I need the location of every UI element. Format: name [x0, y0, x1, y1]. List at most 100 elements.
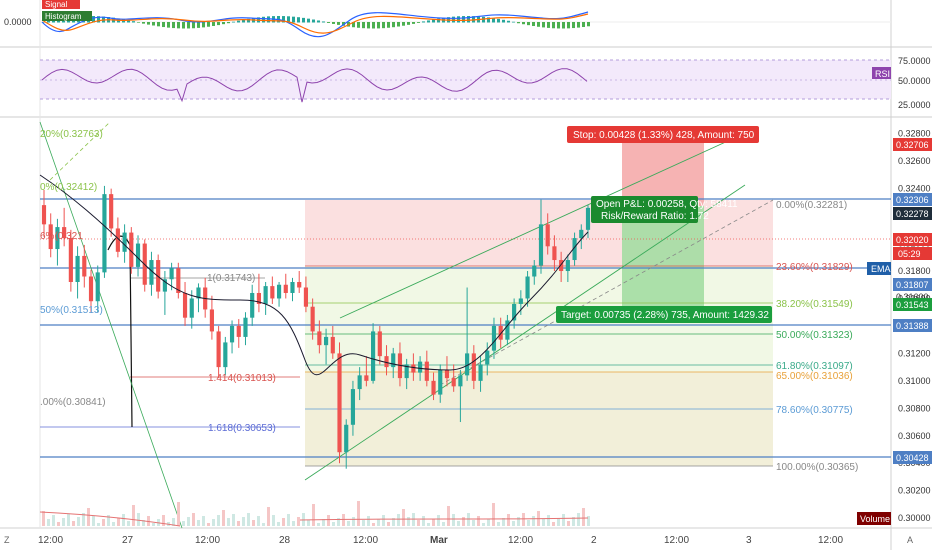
- candle[interactable]: [357, 367, 362, 401]
- candle[interactable]: [431, 372, 436, 401]
- stop-label-box[interactable]: [567, 126, 759, 143]
- time-label-3: 28: [279, 535, 291, 546]
- horizontal-levels[interactable]: [40, 198, 891, 458]
- candle[interactable]: [75, 246, 80, 299]
- candle[interactable]: [438, 364, 443, 403]
- candle[interactable]: [122, 224, 127, 263]
- candle[interactable]: [552, 235, 557, 272]
- auto-scale-icon[interactable]: A: [907, 535, 913, 545]
- target-label-box[interactable]: [556, 306, 772, 323]
- candle[interactable]: [109, 188, 114, 237]
- fib-65: 65.00%(0.31036): [776, 371, 853, 382]
- candle[interactable]: [330, 325, 335, 359]
- candle[interactable]: [559, 251, 564, 282]
- ema-line: [39, 174, 589, 376]
- candle[interactable]: [498, 317, 503, 348]
- candle[interactable]: [216, 325, 221, 379]
- candle[interactable]: [250, 284, 255, 326]
- candle[interactable]: [176, 262, 181, 299]
- candle[interactable]: [317, 320, 322, 354]
- candle[interactable]: [323, 328, 329, 365]
- candle[interactable]: [424, 350, 429, 387]
- candle[interactable]: [115, 217, 120, 258]
- candle[interactable]: [471, 345, 476, 390]
- candle[interactable]: [364, 356, 369, 387]
- candle[interactable]: [41, 190, 47, 237]
- candle[interactable]: [223, 336, 228, 376]
- candle[interactable]: [303, 276, 309, 313]
- candle[interactable]: [532, 260, 537, 285]
- candle[interactable]: [350, 380, 356, 436]
- candle-body: [471, 353, 476, 381]
- time-axis[interactable]: 12:00 27 12:00 28 12:00 Mar 12:00 2 12:0…: [4, 535, 913, 546]
- candle[interactable]: [297, 271, 302, 293]
- fibext-1618: 1.618(0.30653): [208, 423, 276, 434]
- rsi-pane[interactable]: RSI 75.0000 50.0000 25.0000: [40, 56, 931, 110]
- candle[interactable]: [310, 298, 315, 340]
- candle[interactable]: [88, 269, 94, 313]
- pnl-label-box[interactable]: [591, 196, 698, 223]
- candle[interactable]: [236, 319, 241, 348]
- macd-bar: [132, 21, 135, 23]
- candle[interactable]: [572, 232, 577, 266]
- candle[interactable]: [290, 277, 295, 302]
- volume-bar: [192, 513, 195, 526]
- candle[interactable]: [384, 345, 389, 376]
- candle[interactable]: [404, 358, 409, 390]
- macd-bar: [432, 19, 435, 23]
- candle[interactable]: [182, 282, 188, 326]
- volume-bar: [527, 520, 530, 526]
- candle[interactable]: [135, 235, 141, 277]
- position-labels[interactable]: Stop: 0.00428 (1.33%) 428, Amount: 750 O…: [556, 126, 772, 323]
- candle[interactable]: [391, 347, 396, 379]
- candle[interactable]: [512, 298, 517, 329]
- candle[interactable]: [565, 254, 570, 282]
- candle[interactable]: [545, 213, 550, 255]
- candle[interactable]: [276, 282, 282, 307]
- volume-bar: [487, 519, 490, 526]
- candle-body: [505, 320, 510, 340]
- candle[interactable]: [189, 290, 194, 329]
- candle[interactable]: [229, 320, 235, 354]
- macd-bar: [47, 21, 50, 23]
- candle[interactable]: [478, 356, 483, 392]
- candle-body: [572, 238, 577, 261]
- timezone-icon[interactable]: Z: [4, 535, 10, 545]
- candle[interactable]: [263, 282, 268, 315]
- candle[interactable]: [525, 271, 530, 307]
- candle[interactable]: [337, 342, 342, 464]
- candle[interactable]: [62, 207, 67, 247]
- candle[interactable]: [55, 218, 60, 266]
- candle[interactable]: [95, 265, 100, 313]
- candle[interactable]: [579, 224, 584, 250]
- candle[interactable]: [82, 244, 87, 288]
- candle[interactable]: [102, 185, 107, 278]
- candle[interactable]: [538, 199, 544, 274]
- candle[interactable]: [377, 325, 382, 365]
- candle[interactable]: [444, 356, 450, 387]
- macd-pane[interactable]: Signal Histogram 0.0000: [4, 0, 891, 38]
- candle-body: [404, 364, 409, 379]
- candle[interactable]: [451, 364, 456, 392]
- candle[interactable]: [256, 273, 261, 313]
- candle[interactable]: [270, 276, 275, 304]
- volume-bar: [207, 523, 210, 526]
- candle[interactable]: [458, 369, 463, 423]
- candle[interactable]: [162, 271, 167, 315]
- candle[interactable]: [48, 213, 53, 258]
- candle[interactable]: [485, 342, 490, 376]
- candle[interactable]: [129, 227, 134, 274]
- candle[interactable]: [505, 314, 510, 346]
- candle[interactable]: [344, 419, 349, 469]
- candle[interactable]: [209, 295, 214, 340]
- candle[interactable]: [283, 273, 288, 299]
- candle[interactable]: [243, 312, 248, 346]
- candle[interactable]: [371, 323, 376, 384]
- candle-body: [55, 227, 60, 250]
- position-tool[interactable]: [305, 140, 773, 466]
- candle[interactable]: [491, 317, 497, 359]
- candle[interactable]: [149, 251, 154, 296]
- candle[interactable]: [518, 290, 523, 315]
- candle[interactable]: [68, 229, 73, 292]
